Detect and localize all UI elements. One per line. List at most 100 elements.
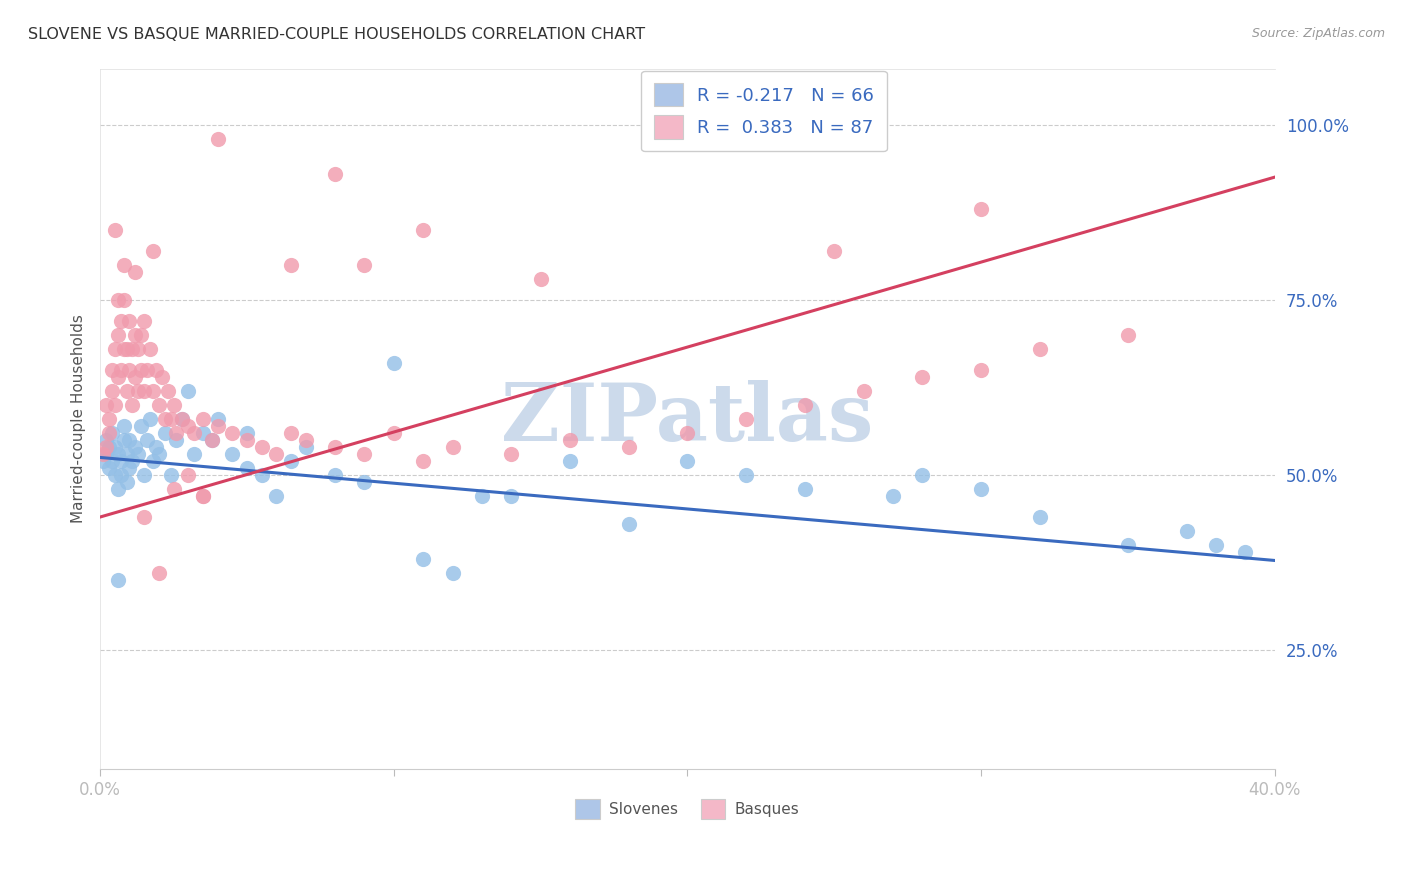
Point (558, 454, 581, 468)
Point (94, 440, 117, 454)
Y-axis label: Married-couple Households: Married-couple Households (72, 315, 86, 524)
Point (183, 425, 205, 440)
Point (107, 573, 129, 587)
Point (676, 454, 699, 468)
Point (501, 489, 523, 503)
Point (201, 433, 224, 447)
Point (353, 475, 375, 489)
Point (441, 440, 464, 454)
Point (1116, 327, 1139, 342)
Point (250, 440, 273, 454)
Point (115, 342, 138, 356)
Point (97, 412, 120, 426)
Point (617, 440, 640, 454)
Point (970, 202, 993, 216)
Point (1234, 545, 1257, 559)
Point (1175, 524, 1198, 538)
Point (236, 461, 259, 475)
Point (1029, 342, 1052, 356)
Point (266, 489, 288, 503)
Point (136, 433, 159, 447)
Point (558, 433, 581, 447)
Point (177, 384, 200, 398)
Point (104, 223, 127, 237)
Point (172, 412, 194, 426)
Point (150, 369, 173, 384)
Point (676, 425, 699, 440)
Point (159, 412, 181, 426)
Point (124, 369, 146, 384)
Point (101, 425, 124, 440)
Point (136, 363, 159, 377)
Point (142, 244, 165, 258)
Point (1029, 510, 1052, 524)
Point (221, 447, 243, 461)
Point (735, 412, 758, 426)
Point (107, 482, 129, 496)
Text: ZIPatlas: ZIPatlas (502, 380, 873, 458)
Point (107, 369, 129, 384)
Point (112, 342, 135, 356)
Point (250, 467, 273, 482)
Point (127, 447, 149, 461)
Point (129, 327, 152, 342)
Point (94, 398, 117, 412)
Point (139, 342, 162, 356)
Point (115, 475, 138, 489)
Point (127, 384, 149, 398)
Point (142, 454, 165, 468)
Point (145, 363, 167, 377)
Point (129, 363, 152, 377)
Point (112, 258, 135, 272)
Point (441, 566, 464, 580)
Point (412, 223, 434, 237)
Point (156, 384, 179, 398)
Point (236, 433, 259, 447)
Point (97, 425, 120, 440)
Text: Source: ZipAtlas.com: Source: ZipAtlas.com (1251, 27, 1385, 40)
Point (323, 167, 346, 181)
Point (101, 363, 124, 377)
Point (323, 467, 346, 482)
Point (115, 447, 138, 461)
Point (207, 418, 229, 433)
Point (471, 489, 494, 503)
Point (207, 131, 229, 145)
Point (124, 440, 146, 454)
Point (177, 467, 200, 482)
Point (121, 342, 143, 356)
Point (382, 425, 405, 440)
Point (121, 454, 143, 468)
Point (118, 461, 141, 475)
Point (735, 467, 758, 482)
Point (139, 412, 162, 426)
Point (148, 398, 170, 412)
Point (107, 327, 129, 342)
Point (323, 440, 346, 454)
Point (793, 398, 815, 412)
Point (153, 412, 176, 426)
Point (107, 293, 129, 307)
Point (353, 258, 375, 272)
Point (118, 433, 141, 447)
Point (412, 454, 434, 468)
Point (153, 425, 176, 440)
Point (145, 440, 167, 454)
Point (382, 356, 405, 370)
Point (1205, 538, 1227, 552)
Point (294, 433, 316, 447)
Point (127, 342, 149, 356)
Point (110, 314, 132, 328)
Point (823, 244, 845, 258)
Point (191, 412, 214, 426)
Point (911, 467, 934, 482)
Point (172, 412, 194, 426)
Point (294, 440, 316, 454)
Point (118, 363, 141, 377)
Point (124, 265, 146, 279)
Point (101, 454, 124, 468)
Point (101, 384, 124, 398)
Point (201, 433, 224, 447)
Point (501, 447, 523, 461)
Point (280, 454, 302, 468)
